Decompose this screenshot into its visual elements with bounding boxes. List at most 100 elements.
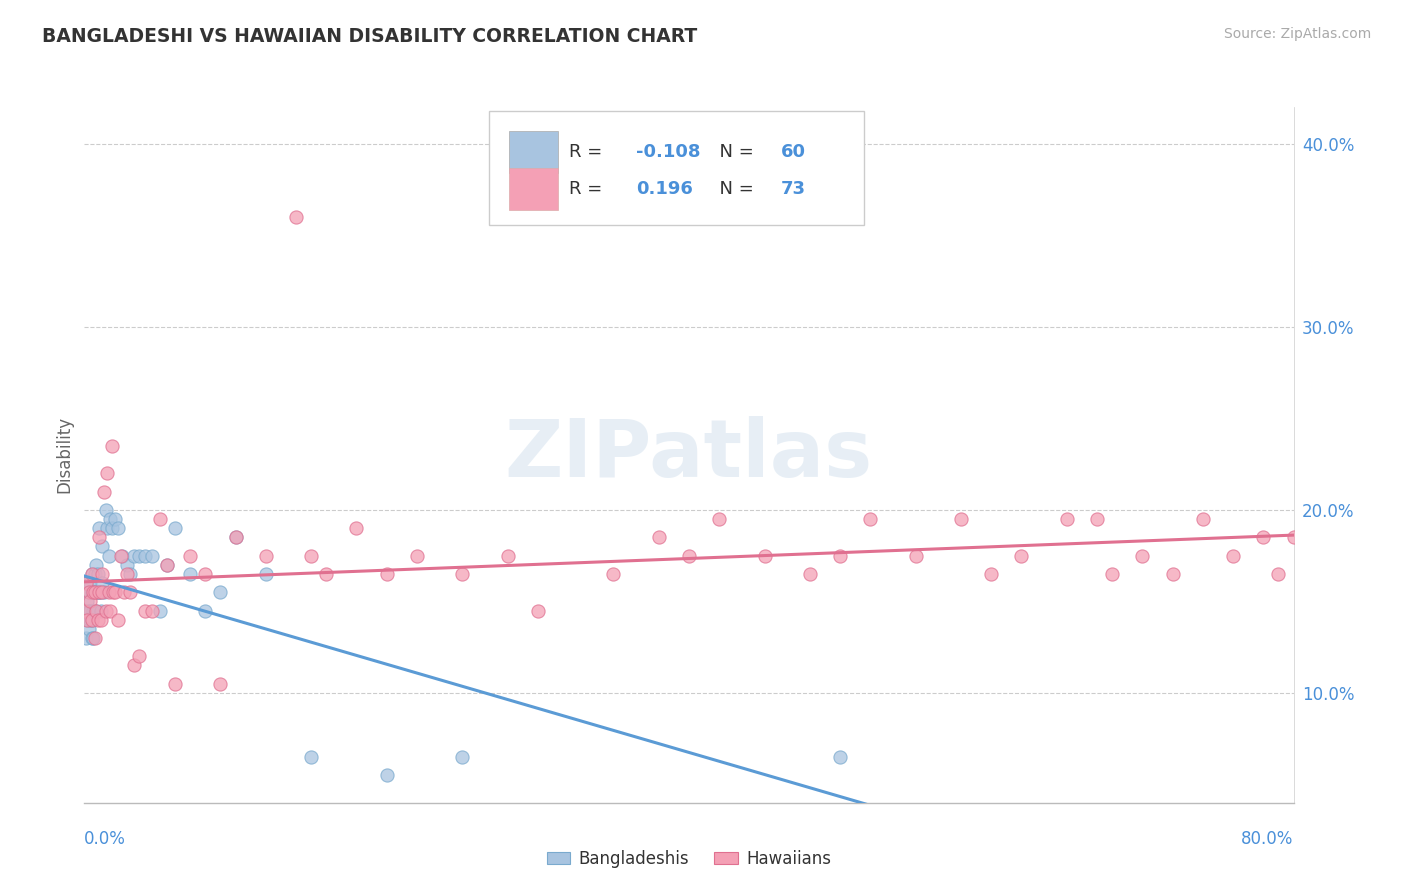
Point [82, 585, 104, 599]
Point [91, 540, 114, 554]
Point [75, 603, 97, 617]
Point [104, 512, 127, 526]
Point [82, 631, 104, 645]
Point [80, 613, 103, 627]
Text: 0.196: 0.196 [636, 180, 693, 198]
Point [179, 566, 201, 581]
Point [107, 613, 129, 627]
Text: 73: 73 [780, 180, 806, 198]
Point [84, 631, 107, 645]
Point [86, 603, 108, 617]
Text: N =: N = [709, 144, 759, 161]
Point [80, 566, 103, 581]
Point [118, 566, 141, 581]
Point [87, 585, 110, 599]
Point [89, 585, 111, 599]
Point [1251, 530, 1274, 544]
Point [77, 622, 100, 636]
Point [94, 603, 117, 617]
Point [96, 521, 118, 535]
Point [122, 658, 145, 673]
Point [98, 603, 121, 617]
Point [709, 512, 731, 526]
Point [830, 549, 852, 563]
Point [496, 549, 519, 563]
Text: 80.0%: 80.0% [1241, 830, 1294, 847]
Point [84, 585, 107, 599]
Point [950, 512, 973, 526]
Point [1101, 566, 1123, 581]
Point [110, 549, 132, 563]
Point [1267, 566, 1289, 581]
Text: R =: R = [569, 180, 614, 198]
Point [76, 576, 98, 591]
Point [602, 566, 624, 581]
Text: N =: N = [709, 180, 759, 198]
Text: R =: R = [569, 144, 609, 161]
Point [163, 677, 186, 691]
Legend: Bangladeshis, Hawaiians: Bangladeshis, Hawaiians [540, 843, 838, 874]
Point [100, 521, 122, 535]
Point [97, 549, 120, 563]
Point [375, 566, 398, 581]
Point [128, 649, 150, 664]
Point [299, 549, 322, 563]
Point [89, 530, 111, 544]
Point [79, 594, 101, 608]
Point [115, 566, 138, 581]
Point [149, 603, 172, 617]
Point [96, 467, 118, 481]
Point [134, 603, 156, 617]
Point [225, 530, 247, 544]
Point [73, 603, 96, 617]
Point [980, 566, 1002, 581]
Point [75, 631, 97, 645]
Point [375, 768, 398, 782]
Point [904, 549, 927, 563]
Point [451, 750, 474, 764]
Point [93, 484, 115, 499]
Point [315, 566, 337, 581]
Point [76, 613, 98, 627]
Text: BANGLADESHI VS HAWAIIAN DISABILITY CORRELATION CHART: BANGLADESHI VS HAWAIIAN DISABILITY CORRE… [42, 27, 697, 45]
Point [254, 566, 277, 581]
Y-axis label: Disability: Disability [55, 417, 73, 493]
Point [80, 585, 103, 599]
Point [156, 558, 179, 572]
Point [134, 549, 156, 563]
Point [156, 558, 179, 572]
Point [104, 585, 127, 599]
Text: 0.0%: 0.0% [84, 830, 127, 847]
Point [100, 439, 122, 453]
Point [90, 613, 112, 627]
Point [1161, 566, 1184, 581]
Point [97, 585, 120, 599]
Point [406, 549, 429, 563]
Point [128, 549, 150, 563]
Point [80, 613, 103, 627]
Point [209, 677, 232, 691]
Point [647, 530, 671, 544]
Point [86, 585, 108, 599]
Point [754, 549, 776, 563]
Point [830, 750, 852, 764]
Point [76, 594, 98, 608]
Point [87, 566, 110, 581]
Point [91, 576, 114, 591]
Point [1282, 530, 1305, 544]
Point [118, 585, 141, 599]
Point [451, 566, 474, 581]
Point [859, 512, 882, 526]
Point [79, 613, 101, 627]
Point [79, 576, 101, 591]
Point [179, 549, 201, 563]
Point [1130, 549, 1153, 563]
Point [299, 750, 322, 764]
Point [77, 585, 100, 599]
Point [79, 603, 101, 617]
Point [86, 603, 108, 617]
Point [799, 566, 821, 581]
Point [87, 613, 110, 627]
FancyBboxPatch shape [489, 111, 865, 226]
Point [82, 585, 104, 599]
